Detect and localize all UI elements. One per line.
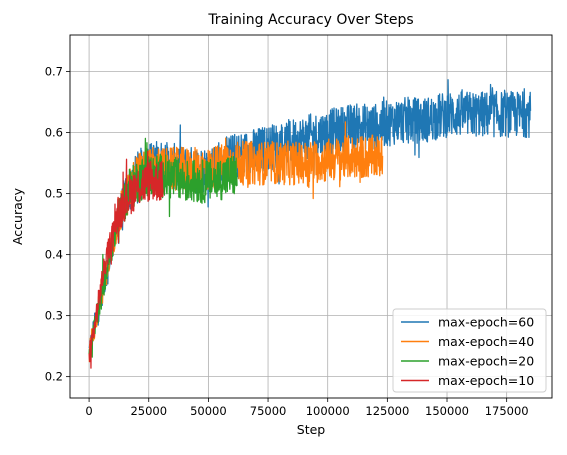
y-tick-label: 0.2: [45, 370, 63, 384]
y-tick-label: 0.5: [45, 187, 63, 201]
x-tick-label: 25000: [130, 404, 167, 418]
legend-label: max-epoch=40: [438, 334, 534, 349]
series-line-max-epoch-10: [88, 150, 164, 369]
x-tick-label: 50000: [190, 404, 227, 418]
x-tick-label: 150000: [425, 404, 469, 418]
y-tick-label: 0.3: [45, 309, 63, 323]
series-layer: [88, 79, 532, 369]
legend: max-epoch=60 max-epoch=40 max-epoch=20 max-…: [392, 308, 547, 393]
legend-box: [392, 308, 547, 393]
legend-label: max-epoch=10: [438, 373, 534, 388]
x-tick-label: 100000: [306, 404, 350, 418]
plot-frame: [69, 34, 553, 399]
x-tick-label: 125000: [365, 404, 409, 418]
x-axis-ticks: 0 25000 50000 75000 100000 125000 150000 175000: [85, 398, 529, 418]
chart-title: Training Accuracy Over Steps: [207, 12, 413, 28]
legend-label: max-epoch=20: [438, 354, 534, 369]
legend-label: max-epoch=60: [438, 315, 534, 330]
y-tick-label: 0.4: [45, 248, 63, 262]
x-tick-label: 0: [85, 404, 92, 418]
x-tick-label: 75000: [250, 404, 287, 418]
y-axis-ticks: 0.2 0.3 0.4 0.5 0.6 0.7: [45, 65, 70, 384]
x-axis-label: Step: [297, 422, 326, 437]
y-tick-label: 0.7: [45, 65, 63, 79]
y-axis-label: Accuracy: [10, 187, 25, 245]
x-tick-label: 175000: [485, 404, 529, 418]
y-tick-label: 0.6: [45, 126, 63, 140]
